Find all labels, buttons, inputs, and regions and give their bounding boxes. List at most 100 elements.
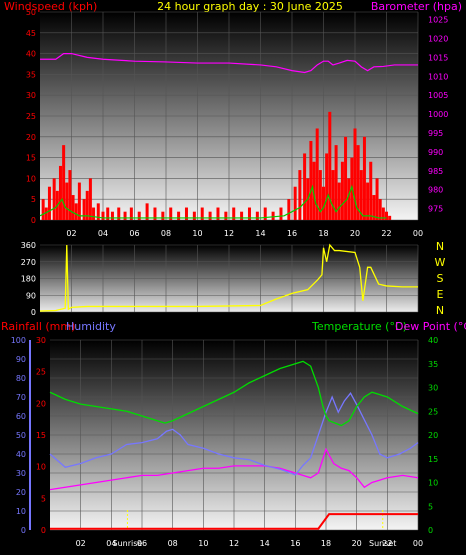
compass-n-top: N: [436, 240, 444, 253]
windspeed-bar: [263, 207, 267, 220]
windspeed-bar: [322, 186, 325, 220]
windspeed-bar: [340, 161, 344, 220]
temperature-panel: 0 10 20 30 40 50 60 70 80 90 100 0 5 10 15 20 25 30 0 5 10…: [11, 336, 438, 548]
windspeed-bar: [334, 145, 338, 220]
direction-tick-label: 180: [21, 275, 36, 284]
temperature-x-tick-label: 06: [137, 539, 147, 548]
windspeed-axis-title: Windspeed (kph): [4, 0, 97, 13]
rainfall-tick-label: 0: [41, 526, 46, 535]
direction-line: [39, 243, 418, 312]
windspeed-bar: [271, 211, 275, 220]
humidity-tick-label: 0: [21, 526, 26, 535]
windspeed-bar: [88, 178, 92, 220]
temperature-x-tick-label: 00: [413, 539, 423, 548]
windspeed-bar: [92, 207, 96, 220]
windspeed-bar: [347, 178, 351, 220]
wind-x-tick-label: 22: [381, 229, 391, 238]
windspeed-tick-label: 15: [26, 154, 36, 163]
windspeed-bar: [129, 207, 133, 220]
temperature-x-tick-label: 02: [76, 539, 86, 548]
wind-x-tick-label: 00: [413, 229, 423, 238]
barometer-tick-label: 1025: [428, 16, 448, 25]
windspeed-tick-label: 5: [31, 195, 36, 204]
barometer-tick-label: 1005: [428, 91, 448, 100]
wind-x-tick-label: 10: [192, 229, 202, 238]
windspeed-bar: [52, 178, 56, 220]
barometer-tick-label: 1015: [428, 53, 448, 62]
chart-title: 24 hour graph day : 30 June 2025: [157, 0, 343, 13]
temperature-tick-label: 35: [428, 360, 438, 369]
rainfall-line: [50, 513, 418, 530]
wind-x-axis: 02 04 06 08 10 12 14 16 18 20 22 00: [66, 229, 423, 238]
windspeed-bar: [312, 161, 316, 220]
temperature-axis-title: Temperature (°C): [311, 320, 407, 333]
wind-x-tick-label: 16: [287, 229, 297, 238]
humidity-tick-label: 70: [16, 393, 26, 402]
temperature-line: [49, 360, 419, 427]
compass-e: E: [437, 288, 444, 301]
wind-x-tick-label: 06: [129, 229, 139, 238]
windspeed-bar: [77, 182, 81, 220]
windspeed-bar: [337, 182, 341, 220]
temperature-x-tick-label: 12: [229, 539, 239, 548]
windspeed-bar: [369, 161, 373, 220]
windspeed-bar: [106, 207, 110, 220]
windspeed-bar: [153, 207, 157, 220]
temperature-x-tick-label: 14: [260, 539, 270, 548]
windspeed-bar: [372, 195, 376, 220]
windspeed-bar: [255, 211, 259, 220]
windspeed-bar: [328, 111, 332, 220]
direction-grid: [40, 244, 419, 313]
barometer-tick-label: 995: [428, 129, 443, 138]
temperature-tick-label: 10: [428, 479, 438, 488]
wind-x-tick-label: 04: [98, 229, 108, 238]
windspeed-bar: [110, 211, 114, 220]
humidity-tick-label: 40: [16, 450, 26, 459]
windspeed-bar: [117, 207, 121, 220]
compass-w: W: [435, 256, 446, 269]
windspeed-bar: [344, 136, 348, 220]
barometer-tick-label: 985: [428, 167, 443, 176]
temperature-tick-label: 40: [428, 336, 438, 345]
sunset-label: Sunset: [369, 539, 396, 548]
windspeed-bar: [177, 211, 181, 220]
temperature-x-tick-label: 22: [382, 539, 392, 548]
windspeed-bar: [359, 170, 363, 220]
wind-x-tick-label: 14: [255, 229, 265, 238]
windspeed-bar: [309, 140, 313, 220]
temperature-tick-label: 30: [428, 384, 438, 393]
rainfall-tick-label: 15: [36, 431, 46, 440]
windspeed-bar: [169, 207, 173, 220]
windspeed-bar: [216, 207, 220, 220]
rainfall-axis: 0 5 10 15 20 25 30: [36, 336, 46, 535]
barometer-tick-label: 990: [428, 148, 443, 157]
windspeed-bar: [293, 186, 297, 220]
rainfall-tick-label: 30: [36, 336, 46, 345]
windspeed-tick-label: 20: [26, 133, 36, 142]
windspeed-bar: [82, 199, 86, 220]
windspeed-bar: [381, 207, 385, 220]
rainfall-axis-title: Rainfall (mm): [1, 320, 75, 333]
humidity-tick-label: 80: [16, 374, 26, 383]
windspeed-bar: [232, 207, 236, 220]
windspeed-bar: [192, 211, 196, 220]
windspeed-bar: [85, 190, 89, 220]
windspeed-bar: [44, 207, 48, 220]
temperature-x-tick-label: 08: [168, 539, 178, 548]
barometer-tick-label: 975: [428, 205, 443, 214]
windspeed-bar: [71, 195, 75, 220]
direction-tick-label: 270: [21, 258, 36, 267]
windspeed-bar: [315, 128, 319, 220]
humidity-line: [49, 392, 419, 476]
windspeed-bar: [161, 211, 165, 220]
barometer-tick-label: 1020: [428, 34, 448, 43]
humidity-tick-label: 90: [16, 355, 26, 364]
windspeed-bar: [224, 211, 228, 220]
humidity-tick-label: 60: [16, 412, 26, 421]
windspeed-bar: [145, 203, 149, 220]
wind-x-tick-label: 12: [224, 229, 234, 238]
barometer-axis-title: Barometer (hpa): [371, 0, 462, 13]
gust-line: [39, 184, 387, 219]
windspeed-bar: [47, 186, 51, 220]
